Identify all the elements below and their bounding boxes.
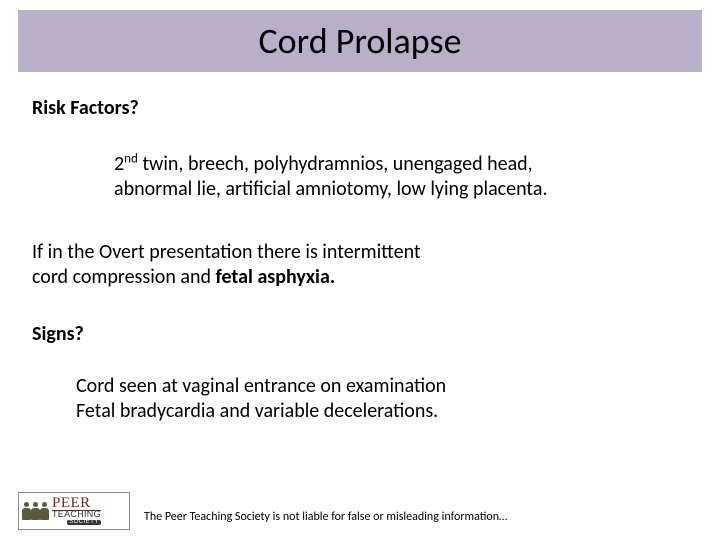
slide: Cord Prolapse Risk Factors? 2nd twin, br…	[0, 0, 720, 540]
person-icon	[40, 502, 49, 520]
signs-line1: Cord seen at vaginal entrance on examina…	[76, 374, 446, 398]
risk-line1-ordinal: nd	[124, 151, 138, 166]
overt-line2-pre: cord compression and	[32, 265, 215, 289]
signs-line2: Fetal bradycardia and variable decelerat…	[76, 399, 438, 423]
logo-text: PEER TEACHING SOCIETY	[52, 497, 101, 524]
heading-risk-factors: Risk Factors?	[32, 96, 139, 120]
overt-presentation-text: If in the Overt presentation there is in…	[32, 240, 421, 290]
person-icon	[22, 502, 31, 520]
risk-line2: abnormal lie, artificial amniotomy, low …	[114, 177, 548, 201]
risk-line1-pre: 2	[114, 152, 124, 176]
risk-factors-text: 2nd twin, breech, polyhydramnios, unenga…	[114, 152, 548, 202]
title-bar: Cord Prolapse	[18, 10, 702, 72]
logo-teaching-label: TEACHING	[52, 511, 101, 519]
peer-teaching-logo: PEER TEACHING SOCIETY	[18, 492, 130, 530]
signs-text: Cord seen at vaginal entrance on examina…	[76, 374, 446, 424]
slide-title: Cord Prolapse	[258, 19, 461, 63]
disclaimer-text: The Peer Teaching Society is not liable …	[144, 510, 507, 524]
overt-line2-bold: fetal asphyxia.	[215, 265, 335, 289]
heading-signs: Signs?	[32, 322, 84, 346]
overt-line1: If in the Overt presentation there is in…	[32, 240, 421, 264]
risk-line1-post: twin, breech, polyhydramnios, unengaged …	[138, 152, 533, 176]
logo-society-label: SOCIETY	[67, 520, 101, 525]
logo-people-icon	[22, 502, 49, 520]
person-icon	[31, 502, 40, 520]
